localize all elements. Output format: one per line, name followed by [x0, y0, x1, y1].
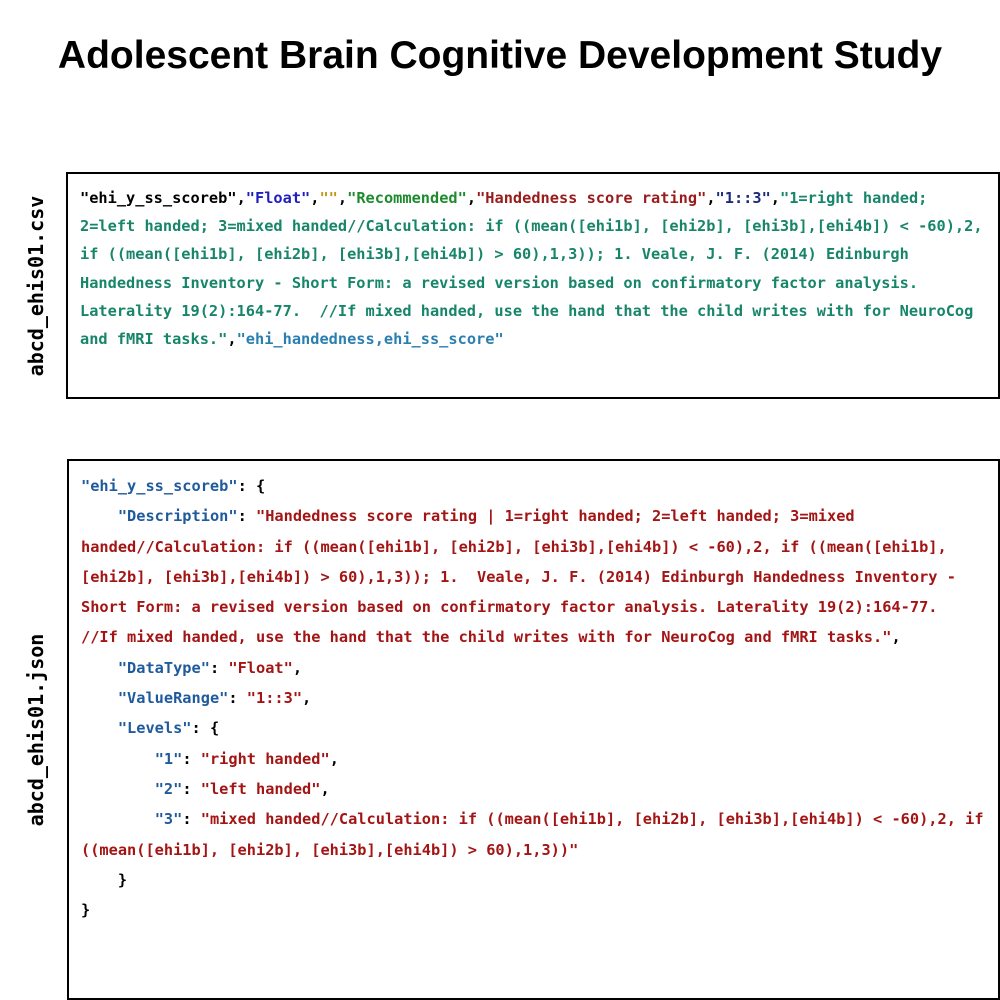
csv-code-panel: "ehi_y_ss_scoreb","Float","","Recommende… [66, 172, 1000, 399]
csv-token-separator: , [236, 189, 246, 207]
csv-token-separator: , [466, 189, 477, 207]
json-description-key: "Description" [117, 507, 238, 526]
json-level-key: "3" [154, 810, 183, 829]
csv-token-separator: , [227, 330, 237, 349]
csv-token-notes: "1=right handed; 2=left handed; 3=mixed … [80, 189, 992, 349]
page-title: Adolescent Brain Cognitive Development S… [57, 34, 943, 77]
json-description-value: "Handedness score rating | 1=right hande… [81, 507, 966, 647]
csv-file-label: abcd_ehis01.csv [24, 195, 48, 377]
csv-token-separator: , [770, 189, 781, 207]
csv-token-required: "Recommended" [347, 189, 467, 207]
json-valuerange-key: "ValueRange" [117, 689, 229, 708]
csv-token-element-description: "Handedness score rating" [476, 189, 707, 207]
json-file-label: abcd_ehis01.json [24, 633, 48, 827]
json-datatype-key: "DataType" [117, 658, 210, 677]
json-level-value: "mixed handed//Calculation: if ((mean([e… [81, 810, 993, 859]
json-level-value: "left handed" [200, 779, 321, 798]
csv-token-separator: , [337, 189, 348, 207]
json-valuerange-value: "1::3" [246, 689, 303, 708]
json-code-panel: "ehi_y_ss_scoreb": { "Description": "Han… [67, 459, 1000, 1000]
json-datatype-value: "Float" [228, 658, 293, 677]
csv-token-field-name: "ehi_y_ss_scoreb" [80, 189, 237, 207]
json-level-key: "1" [154, 749, 183, 768]
csv-token-aliases: "ehi_handedness,ehi_ss_score" [236, 330, 504, 349]
csv-token-datatype: "Float" [245, 189, 311, 207]
csv-token-empty: "" [319, 189, 338, 207]
json-level-value: "right handed" [200, 749, 330, 768]
csv-token-value-range: "1::3" [715, 189, 771, 207]
json-root-key: "ehi_y_ss_scoreb" [81, 477, 238, 495]
csv-token-separator: , [706, 189, 716, 207]
csv-token-separator: , [310, 189, 320, 207]
json-levels-key: "Levels" [117, 719, 192, 738]
json-level-key: "2" [154, 779, 183, 798]
